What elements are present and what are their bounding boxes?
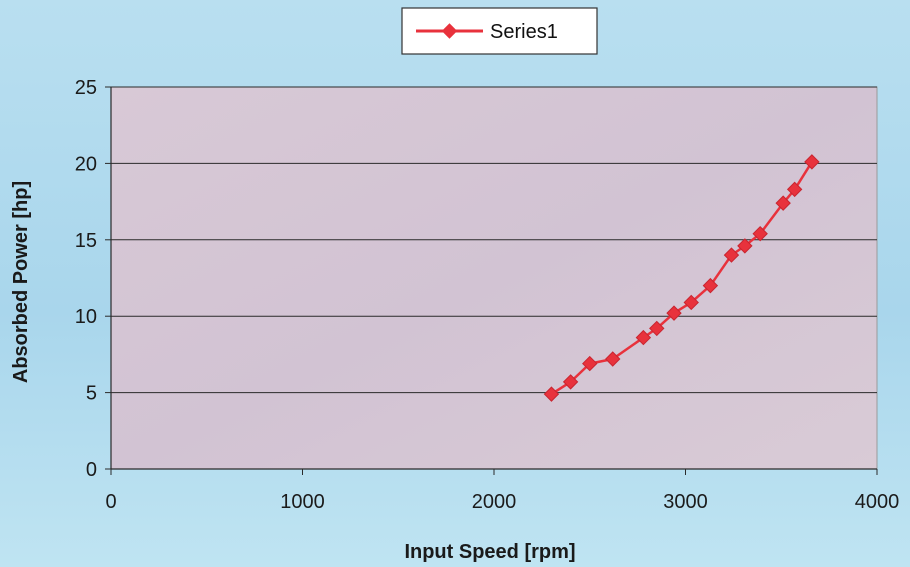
data-point: [582, 355, 598, 372]
plot-area: [110, 86, 878, 470]
legend-label: Series1: [490, 21, 558, 43]
legend: Series1: [401, 7, 598, 55]
y-tick-label: 5: [86, 383, 97, 405]
y-tick-labels: 0 5 10 15 20 25: [75, 77, 97, 481]
data-point: [649, 320, 665, 337]
data-point: [702, 277, 719, 294]
data-point: [543, 386, 560, 402]
legend-marker: [441, 23, 458, 39]
y-tick-label: 15: [75, 230, 97, 252]
data-point: [752, 225, 768, 242]
y-tick-label: 0: [86, 459, 97, 481]
data-point: [605, 351, 621, 367]
series-group: [543, 154, 820, 402]
data-point: [562, 374, 579, 390]
y-tick-label: 20: [75, 153, 97, 175]
data-point: [723, 247, 740, 263]
data-point: [804, 154, 820, 170]
gridlines: [111, 86, 877, 394]
data-point: [775, 195, 791, 211]
data-point: [786, 181, 803, 198]
data-point: [666, 305, 682, 321]
x-tick-label: 1000: [280, 491, 325, 513]
x-tick-labels: 0 1000 2000 3000 4000: [105, 491, 899, 513]
x-tick-label: 0: [105, 491, 116, 513]
y-tick-label: 10: [75, 306, 97, 328]
x-tick-label: 4000: [855, 491, 900, 513]
x-tick-label: 2000: [472, 491, 517, 513]
x-axis-title: Input Speed [rpm]: [404, 541, 575, 563]
data-point: [683, 294, 699, 311]
data-point: [737, 238, 753, 254]
y-axis-title: Absorbed Power [hp]: [10, 181, 32, 383]
y-tick-label: 25: [75, 77, 97, 99]
axes: [105, 86, 878, 475]
data-point: [635, 329, 652, 346]
x-tick-label: 3000: [663, 491, 708, 513]
